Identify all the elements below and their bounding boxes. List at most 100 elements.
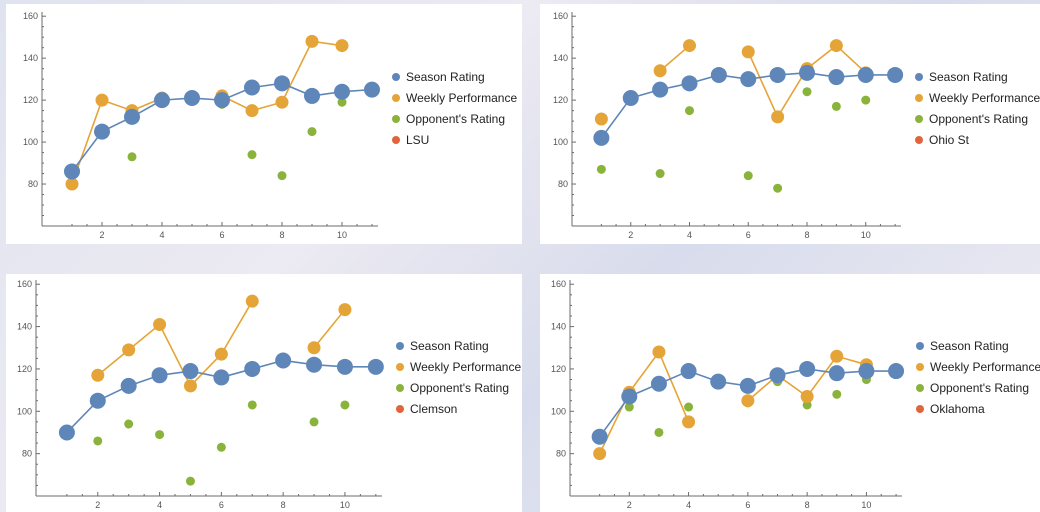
- y-tick-label: 80: [558, 179, 568, 189]
- data-point: [741, 394, 755, 408]
- data-point: [213, 369, 230, 386]
- legend-label: Opponent's Rating: [929, 112, 1028, 126]
- legend-label: Oklahoma: [930, 402, 985, 416]
- x-tick-label: 2: [628, 230, 633, 240]
- data-point: [710, 66, 727, 83]
- legend-label: Season Rating: [410, 339, 489, 353]
- y-tick-label: 160: [553, 11, 568, 21]
- data-point: [184, 90, 200, 107]
- x-tick-label: 8: [805, 500, 810, 510]
- x-tick-label: 10: [861, 230, 871, 240]
- data-point: [741, 45, 755, 59]
- y-tick-label: 140: [553, 53, 568, 63]
- y-tick-label: 120: [551, 364, 566, 374]
- legend-marker: [916, 363, 924, 371]
- y-tick-label: 100: [23, 137, 38, 147]
- data-point: [340, 400, 350, 410]
- data-point: [154, 92, 170, 109]
- data-point: [93, 436, 103, 446]
- chart-panel-clemson: 80 100 120 140 160 2 4 6 8 10 Season Rating Weekly …: [6, 274, 522, 512]
- data-point: [338, 303, 352, 317]
- data-point: [593, 447, 607, 461]
- data-point: [275, 352, 292, 369]
- data-point: [214, 347, 228, 361]
- x-tick-label: 2: [95, 500, 100, 510]
- data-point: [127, 152, 137, 162]
- data-point: [183, 379, 197, 393]
- x-tick-label: 8: [804, 230, 809, 240]
- x-tick-label: 6: [746, 230, 751, 240]
- legend-label: Season Rating: [929, 70, 1008, 84]
- data-point: [861, 95, 871, 105]
- data-point: [182, 363, 199, 380]
- legend-marker: [392, 73, 400, 81]
- data-point: [309, 417, 319, 427]
- legend-marker: [916, 384, 924, 392]
- legend-label: Season Rating: [930, 339, 1009, 353]
- legend-marker: [915, 115, 923, 123]
- data-point: [95, 93, 109, 107]
- data-point: [155, 430, 165, 440]
- data-point: [655, 169, 665, 179]
- y-tick-label: 100: [553, 137, 568, 147]
- data-point: [830, 349, 844, 363]
- data-point: [621, 388, 638, 405]
- data-point: [307, 127, 317, 137]
- chart-svg: 80 100 120 140 160 2 4 6 8 10 Season Rating Weekly …: [23, 11, 518, 240]
- y-tick-label: 80: [22, 449, 32, 459]
- data-point: [185, 476, 195, 486]
- chart-panel-oklahoma: 80 100 120 140 160 2 4 6 8 10 Season Rating Weekly …: [540, 274, 1040, 512]
- data-point: [336, 358, 353, 375]
- data-point: [887, 66, 904, 83]
- legend-label: Opponent's Rating: [930, 381, 1029, 395]
- data-point: [124, 419, 134, 429]
- legend-label: Clemson: [410, 402, 457, 416]
- chart-svg: 80 100 120 140 160 2 4 6 8 10 Season Rating Weekly …: [551, 279, 1040, 510]
- data-point: [828, 69, 845, 86]
- data-point: [124, 108, 140, 125]
- data-point: [65, 177, 79, 191]
- data-point: [244, 79, 260, 96]
- chart-panel-ohio-st: 80 100 120 140 160 2 4 6 8 10 Season Rating Weekly …: [540, 4, 1040, 244]
- data-point: [684, 402, 694, 412]
- y-tick-label: 120: [553, 95, 568, 105]
- data-point: [214, 92, 230, 109]
- data-point: [151, 367, 168, 384]
- y-tick-label: 80: [556, 449, 566, 459]
- data-point: [739, 377, 756, 394]
- legend-marker: [396, 342, 404, 350]
- x-tick-label: 2: [99, 230, 104, 240]
- series-line: [313, 309, 346, 349]
- data-point: [799, 360, 816, 377]
- data-point: [771, 110, 785, 124]
- legend-label: Opponent's Rating: [410, 381, 509, 395]
- data-point: [769, 367, 786, 384]
- legend-marker: [915, 94, 923, 102]
- legend-marker: [396, 384, 404, 392]
- data-point: [680, 363, 697, 380]
- chart-panel-lsu: 80 100 120 140 160 2 4 6 8 10 Season Rating Weekly …: [6, 4, 522, 244]
- data-point: [367, 358, 384, 375]
- data-point: [650, 375, 667, 392]
- data-point: [58, 424, 75, 441]
- data-point: [857, 66, 874, 83]
- x-tick-label: 4: [687, 230, 692, 240]
- legend-label: Weekly Performance: [406, 91, 517, 105]
- y-tick-label: 120: [23, 95, 38, 105]
- data-point: [654, 427, 664, 437]
- x-tick-label: 6: [219, 500, 224, 510]
- chart-svg: 80 100 120 140 160 2 4 6 8 10 Season Rating Weekly …: [17, 279, 522, 510]
- y-tick-label: 140: [551, 322, 566, 332]
- data-point: [335, 39, 349, 53]
- data-point: [802, 87, 812, 97]
- data-point: [216, 442, 226, 452]
- legend-marker: [916, 405, 924, 413]
- data-point: [596, 164, 606, 174]
- data-point: [364, 81, 380, 98]
- x-tick-label: 6: [219, 230, 224, 240]
- data-point: [685, 106, 694, 116]
- data-point: [64, 163, 80, 180]
- y-tick-label: 160: [551, 279, 566, 289]
- y-tick-label: 100: [17, 406, 32, 416]
- data-point: [858, 363, 875, 380]
